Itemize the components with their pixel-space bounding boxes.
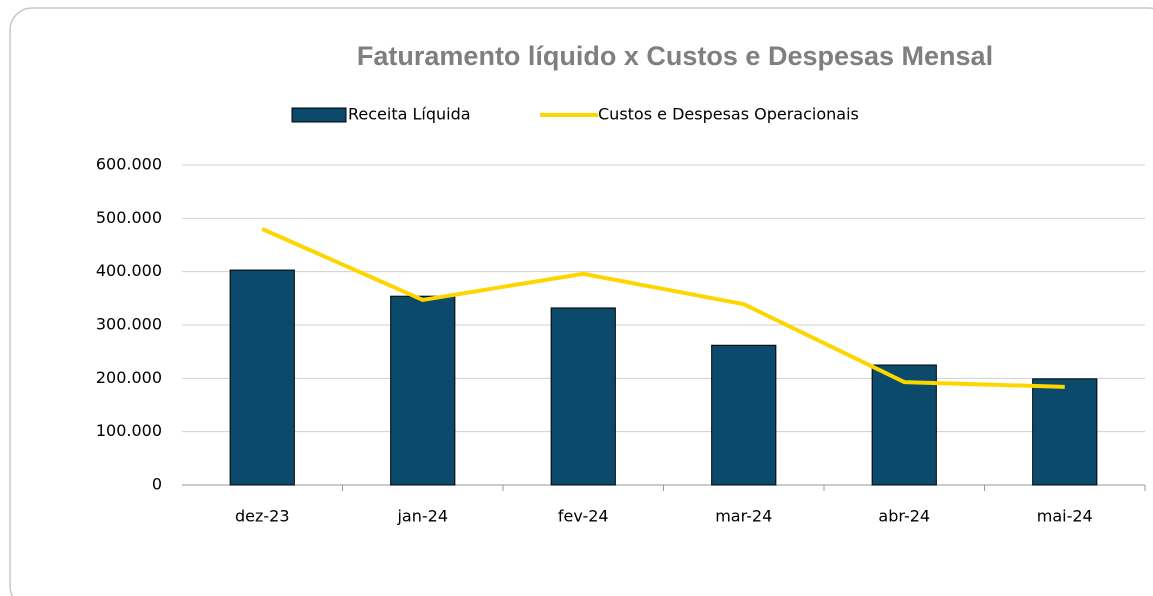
bar: [550, 307, 616, 486]
bar: [229, 269, 295, 486]
legend-label: Custos e Despesas Operacionais: [598, 105, 859, 124]
x-tick-label: jan-24: [396, 507, 448, 526]
y-tick-label: 300.000: [96, 315, 162, 334]
x-tick-label: fev-24: [558, 507, 609, 526]
chart-title: Faturamento líquido x Custos e Despesas …: [357, 41, 993, 71]
y-tick-label: 0: [152, 475, 162, 494]
y-tick-label: 600.000: [96, 155, 162, 174]
y-tick-label: 200.000: [96, 368, 162, 387]
x-tick-label: mar-24: [715, 507, 772, 526]
x-tick-label: dez-23: [235, 507, 290, 526]
x-tick-label: abr-24: [878, 507, 930, 526]
bar: [711, 344, 777, 486]
bar: [1032, 378, 1098, 486]
legend-label: Receita Líquida: [348, 105, 471, 124]
x-tick-label: mai-24: [1037, 507, 1093, 526]
legend-swatch: [291, 107, 347, 123]
y-tick-label: 100.000: [96, 421, 162, 440]
y-tick-label: 400.000: [96, 261, 162, 280]
y-tick-label: 500.000: [96, 208, 162, 227]
bar: [871, 364, 937, 486]
bar: [390, 295, 456, 486]
chart-frame: [9, 7, 1153, 596]
line: [261, 227, 1065, 389]
